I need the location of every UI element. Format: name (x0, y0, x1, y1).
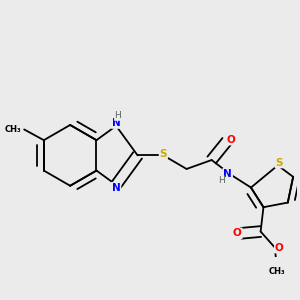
Text: O: O (226, 135, 235, 145)
Text: O: O (233, 228, 242, 238)
Text: S: S (160, 148, 167, 159)
Text: O: O (275, 243, 284, 253)
Text: CH₃: CH₃ (5, 125, 21, 134)
Text: H: H (115, 111, 121, 120)
Text: S: S (275, 158, 283, 167)
Text: N: N (112, 118, 121, 128)
Text: H: H (218, 176, 225, 185)
Text: N: N (223, 169, 232, 178)
Text: CH₃: CH₃ (268, 267, 285, 276)
Text: N: N (112, 183, 121, 193)
